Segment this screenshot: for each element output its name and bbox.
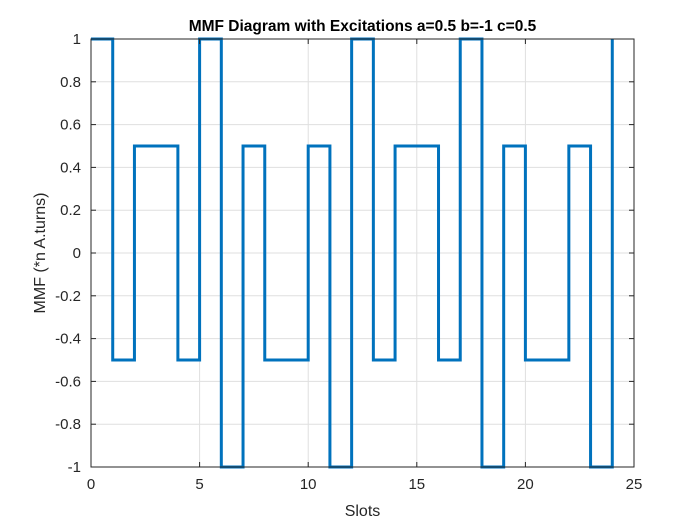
y-tick-label: 0.8: [60, 74, 81, 91]
x-tick-label: 0: [87, 476, 95, 493]
y-tick-label: 0.4: [60, 159, 81, 176]
chart-title: MMF Diagram with Excitations a=0.5 b=-1 …: [189, 18, 537, 35]
y-tick-label: -0.2: [55, 288, 81, 305]
y-tick-label: -0.6: [55, 373, 81, 390]
x-tick-label: 25: [626, 476, 643, 493]
y-tick-label: -0.8: [55, 416, 81, 433]
x-tick-label: 15: [408, 476, 425, 493]
tick-labels: 0 5 10 15 20 25 1 0.8 0.6 0.4 0.2 0 -0.2 -0.4 -0.6 -0.8…: [55, 31, 642, 493]
x-tick-label: 10: [300, 476, 317, 493]
x-axis-label: Slots: [345, 503, 381, 520]
x-tick-label: 20: [517, 476, 534, 493]
x-tick-label: 5: [195, 476, 203, 493]
y-tick-label: 0.6: [60, 117, 81, 134]
y-tick-label: 0.2: [60, 202, 81, 219]
ticks: [90, 38, 635, 468]
y-tick-label: -1: [68, 459, 81, 476]
y-tick-label: 0: [73, 245, 81, 262]
y-axis-label: MMF (*n A.turns): [32, 193, 49, 314]
y-tick-label: 1: [73, 31, 81, 48]
y-tick-label: -0.4: [55, 331, 81, 348]
